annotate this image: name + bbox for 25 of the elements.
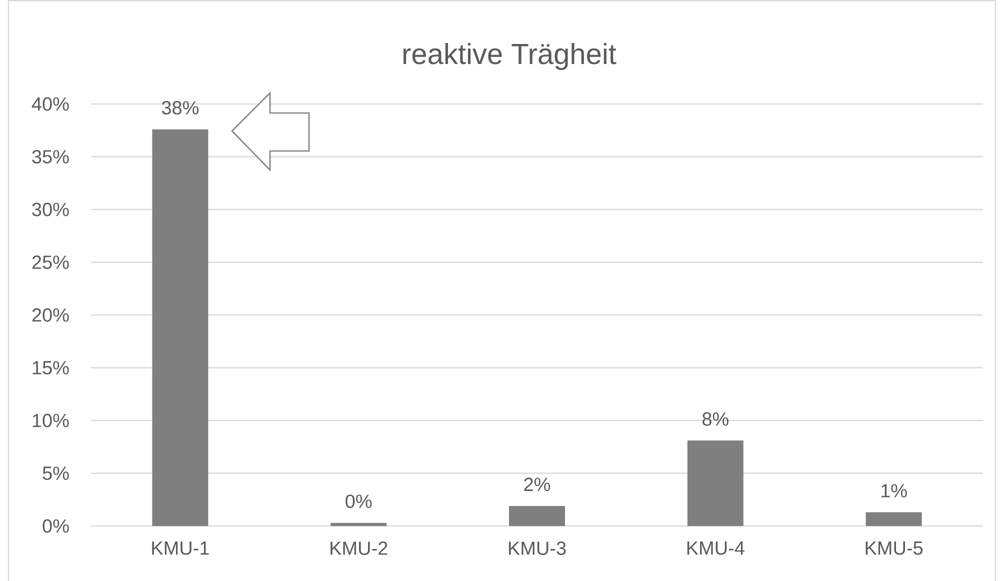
- data-label: 38%: [162, 101, 199, 115]
- data-label: 8%: [702, 412, 728, 426]
- x-tick-label: KMU-2: [330, 542, 388, 555]
- y-tick-label: 15%: [32, 361, 69, 374]
- data-label: 2%: [524, 478, 550, 492]
- data-label: 1%: [882, 484, 907, 498]
- y-tick-label: 0%: [42, 519, 69, 533]
- y-tick-label: 35%: [32, 150, 69, 164]
- bar: [330, 522, 387, 526]
- bar: [152, 129, 208, 526]
- bar: [687, 440, 744, 526]
- y-tick-label: 20%: [32, 308, 69, 322]
- y-tick-label: 40%: [32, 97, 69, 111]
- y-tick-label: 10%: [32, 414, 69, 428]
- bar: [509, 506, 566, 526]
- x-tick-label: KMU-4: [687, 542, 744, 555]
- y-tick-label: 30%: [32, 202, 69, 216]
- chart-title: reaktive Trägheit: [403, 42, 616, 70]
- x-tick-label: KMU-5: [866, 542, 923, 555]
- x-tick-label: KMU-3: [509, 542, 566, 555]
- data-label: 0%: [346, 494, 372, 508]
- bar: [866, 512, 922, 526]
- y-tick-label: 25%: [32, 256, 69, 269]
- y-tick-label: 5%: [42, 466, 69, 480]
- x-tick-label: KMU-1: [152, 542, 209, 555]
